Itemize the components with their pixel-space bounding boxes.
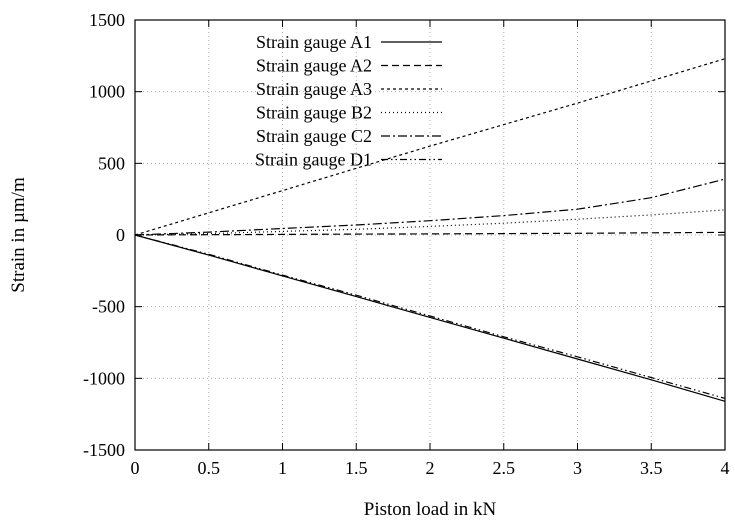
axis-ticks [134,19,726,451]
y-tick-label: 1500 [89,10,125,30]
legend-label: Strain gauge B2 [256,103,372,123]
y-tick-labels: -1500 -1000 -500 0 500 1000 1500 [83,10,125,460]
x-tick-label: 3.5 [640,458,663,478]
legend-label: Strain gauge C2 [256,126,372,146]
x-tick-label: 3 [573,458,582,478]
series-lines [134,58,726,402]
x-tick-labels: 0 0.5 1 1.5 2 2.5 3 3.5 4 [131,458,730,478]
x-tick-label: 2 [426,458,435,478]
x-tick-label: 0.5 [198,458,221,478]
legend-label: Strain gauge A3 [256,79,372,99]
y-tick-label: 0 [116,225,125,245]
series-line [134,58,726,236]
legend-label: Strain gauge A2 [256,56,372,76]
y-tick-label: 1000 [89,82,125,102]
x-tick-label: 4 [721,458,730,478]
legend-label: Strain gauge D1 [255,150,372,170]
x-tick-label: 2.5 [493,458,516,478]
x-tick-label: 1 [278,458,287,478]
x-tick-label: 0 [131,458,140,478]
y-axis-title: Strain in µm/m [8,177,29,293]
y-tick-label: 500 [98,153,125,173]
y-tick-label: -1000 [83,368,125,388]
y-tick-label: -500 [92,297,125,317]
x-axis-title: Piston load in kN [364,499,497,520]
series-line [134,178,726,236]
series-line [134,234,726,399]
series-line [134,234,726,402]
series-line [134,209,726,236]
legend: Strain gauge A1 Strain gauge A2 Strain gau… [255,32,442,170]
y-tick-label: -1500 [83,440,125,460]
legend-label: Strain gauge A1 [256,32,372,52]
x-tick-label: 1.5 [345,458,368,478]
